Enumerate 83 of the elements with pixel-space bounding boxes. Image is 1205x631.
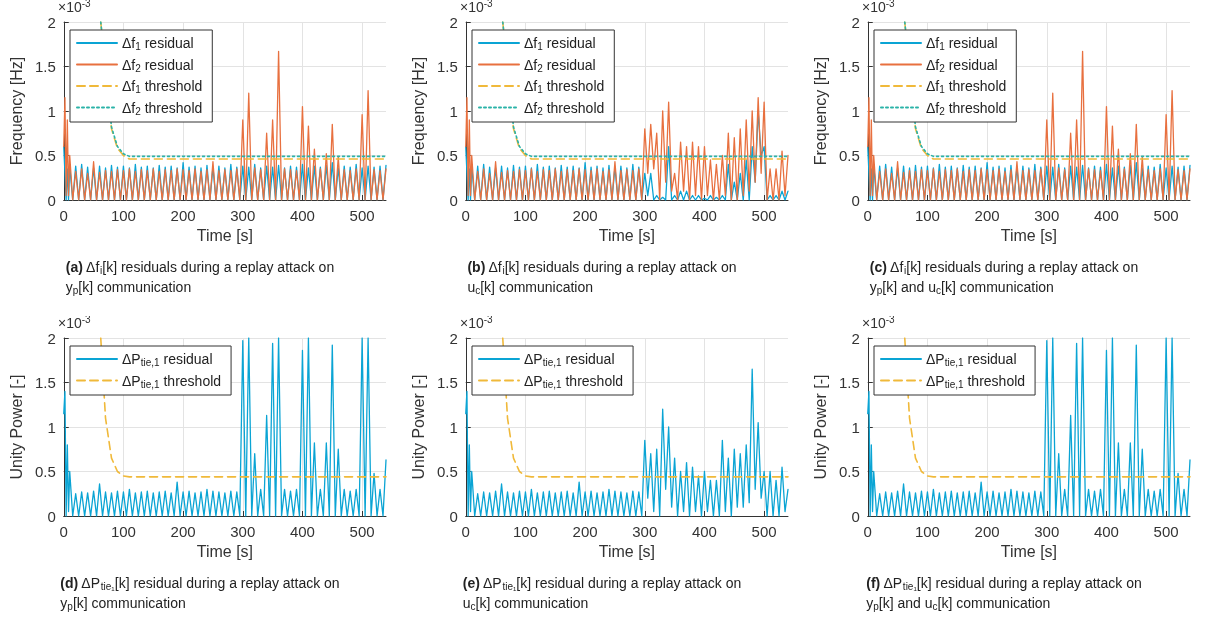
line-series (867, 337, 1191, 517)
x-tick-label: 0 (59, 523, 68, 540)
y-tick-label: 1 (449, 418, 458, 436)
y-tick-label: 1.5 (838, 58, 860, 75)
x-tick-label: 100 (512, 523, 538, 540)
x-tick-label: 200 (170, 523, 196, 540)
x-tick-label: 400 (1093, 523, 1119, 540)
x-tick-label: 200 (974, 523, 1000, 540)
y-tick-label: 0 (47, 191, 56, 209)
line-series (99, 337, 387, 478)
x-tick-label: 100 (914, 523, 940, 540)
y-tick-label: 1.5 (34, 58, 56, 75)
y-tick-label: 1 (47, 102, 56, 120)
x-tick-label: 500 (1153, 207, 1179, 224)
x-tick-label: 300 (632, 207, 658, 224)
x-axis-title: Time [s] (196, 543, 254, 561)
y-tick-label: 0.5 (838, 463, 860, 480)
x-tick-label: 400 (691, 523, 717, 540)
x-tick-label: 300 (230, 207, 256, 224)
x-tick-label: 0 (863, 523, 872, 540)
y-axis-title: Frequency [Hz] (409, 56, 427, 166)
y-axis-title: Unity Power [-] (7, 374, 25, 480)
x-tick-label: 100 (512, 207, 538, 224)
x-tick-label: 500 (751, 523, 777, 540)
y-tick-label: 0 (449, 507, 458, 525)
x-tick-label: 500 (349, 207, 375, 224)
x-tick-label: 200 (170, 207, 196, 224)
y-tick-label: 0 (47, 507, 56, 525)
x-tick-label: 400 (289, 523, 315, 540)
y-axis-title: Unity Power [-] (409, 374, 427, 480)
x-tick-label: 500 (1153, 523, 1179, 540)
y-tick-label: 2 (47, 13, 56, 31)
y-tick-label: 1.5 (34, 374, 56, 391)
y-tick-label: 0.5 (436, 463, 458, 480)
y-tick-label: 0 (851, 507, 860, 525)
x-tick-label: 0 (863, 207, 872, 224)
x-axis-title: Time [s] (598, 227, 656, 245)
x-tick-label: 300 (1034, 523, 1060, 540)
y-tick-label: 0 (449, 191, 458, 209)
x-tick-label: 100 (914, 207, 940, 224)
y-tick-label: 2 (851, 13, 860, 31)
x-tick-label: 0 (461, 523, 470, 540)
y-tick-label: 0 (851, 191, 860, 209)
x-axis-title: Time [s] (1000, 543, 1058, 561)
x-tick-label: 400 (691, 207, 717, 224)
x-tick-label: 0 (461, 207, 470, 224)
x-tick-label: 300 (632, 523, 658, 540)
y-tick-label: 1 (851, 418, 860, 436)
x-tick-label: 400 (1093, 207, 1119, 224)
x-tick-label: 200 (572, 523, 598, 540)
x-axis-title: Time [s] (1000, 227, 1058, 245)
x-axis-title: Time [s] (598, 543, 656, 561)
x-tick-label: 500 (349, 523, 375, 540)
x-tick-label: 200 (572, 207, 598, 224)
y-tick-label: 1 (851, 102, 860, 120)
y-tick-label: 1.5 (436, 374, 458, 391)
x-tick-label: 100 (110, 207, 136, 224)
y-tick-label: 1.5 (436, 58, 458, 75)
y-tick-label: 0.5 (34, 147, 56, 164)
line-series (501, 337, 789, 478)
line-series (903, 337, 1191, 478)
y-axis-title: Frequency [Hz] (811, 56, 829, 166)
y-tick-label: 1.5 (838, 374, 860, 391)
x-tick-label: 0 (59, 207, 68, 224)
y-axis-title: Unity Power [-] (811, 374, 829, 480)
y-tick-label: 0.5 (838, 147, 860, 164)
y-tick-label: 1 (47, 418, 56, 436)
y-tick-label: 0.5 (34, 463, 56, 480)
line-series (63, 337, 387, 517)
x-tick-label: 400 (289, 207, 315, 224)
x-tick-label: 200 (974, 207, 1000, 224)
y-tick-label: 0.5 (436, 147, 458, 164)
x-axis-title: Time [s] (196, 227, 254, 245)
x-tick-label: 300 (230, 523, 256, 540)
y-tick-label: 2 (449, 329, 458, 347)
x-tick-label: 100 (110, 523, 136, 540)
y-tick-label: 2 (47, 329, 56, 347)
y-tick-label: 2 (449, 13, 458, 31)
x-tick-label: 300 (1034, 207, 1060, 224)
y-tick-label: 2 (851, 329, 860, 347)
y-axis-title: Frequency [Hz] (7, 56, 25, 166)
x-tick-label: 500 (751, 207, 777, 224)
y-tick-label: 1 (449, 102, 458, 120)
